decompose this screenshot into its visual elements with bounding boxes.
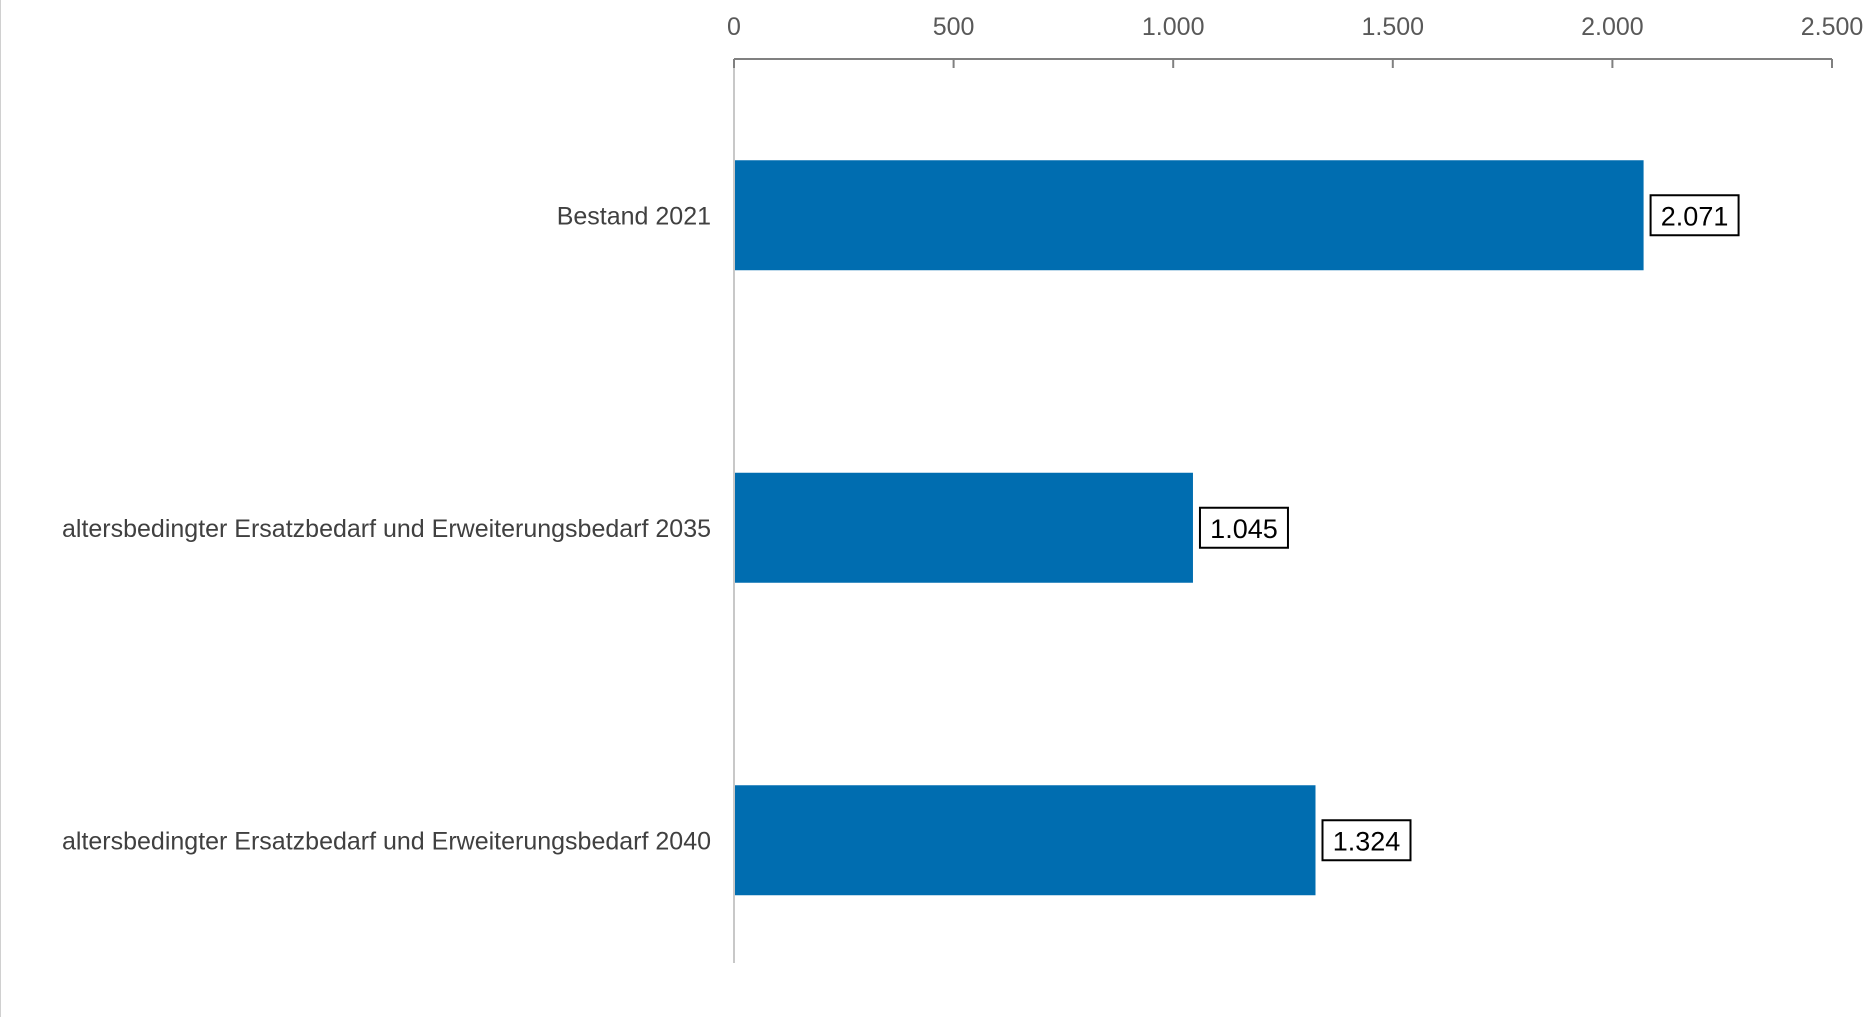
- data-label-box: [1321, 819, 1412, 862]
- x-axis: 0 500 1.000 1.500 2.000 2.500: [727, 13, 1863, 963]
- x-tick-label: 1.000: [1142, 13, 1205, 41]
- x-tick-label: 2.000: [1581, 13, 1644, 41]
- data-label: 1.045: [1198, 506, 1289, 549]
- frame-left-border: [0, 0, 1, 1017]
- category-label: Bestand 2021: [557, 202, 711, 230]
- data-label: 2.071: [1649, 194, 1740, 237]
- data-label-text: 1.324: [1333, 826, 1401, 856]
- data-label-text: 1.045: [1210, 514, 1278, 544]
- category-label: altersbedingter Ersatzbedarf und Erweite…: [62, 827, 711, 855]
- x-tick-label: 2.500: [1801, 13, 1864, 41]
- x-tick-label: 1.500: [1362, 13, 1425, 41]
- x-tick-label: 500: [933, 13, 975, 41]
- x-tick-label: 0: [727, 13, 741, 41]
- data-label-box: [1649, 194, 1740, 237]
- bar: [735, 160, 1644, 271]
- bars: 2.071 1.045 1.324: [735, 160, 1740, 896]
- bar: [735, 785, 1316, 896]
- data-label-box: [1198, 506, 1289, 549]
- data-label-text: 2.071: [1661, 201, 1729, 231]
- category-label: altersbedingter Ersatzbedarf und Erweite…: [62, 515, 711, 543]
- category-labels: Bestand 2021 altersbedingter Ersatzbedarf…: [62, 202, 711, 855]
- data-label: 1.324: [1321, 819, 1412, 862]
- bar: [735, 472, 1193, 583]
